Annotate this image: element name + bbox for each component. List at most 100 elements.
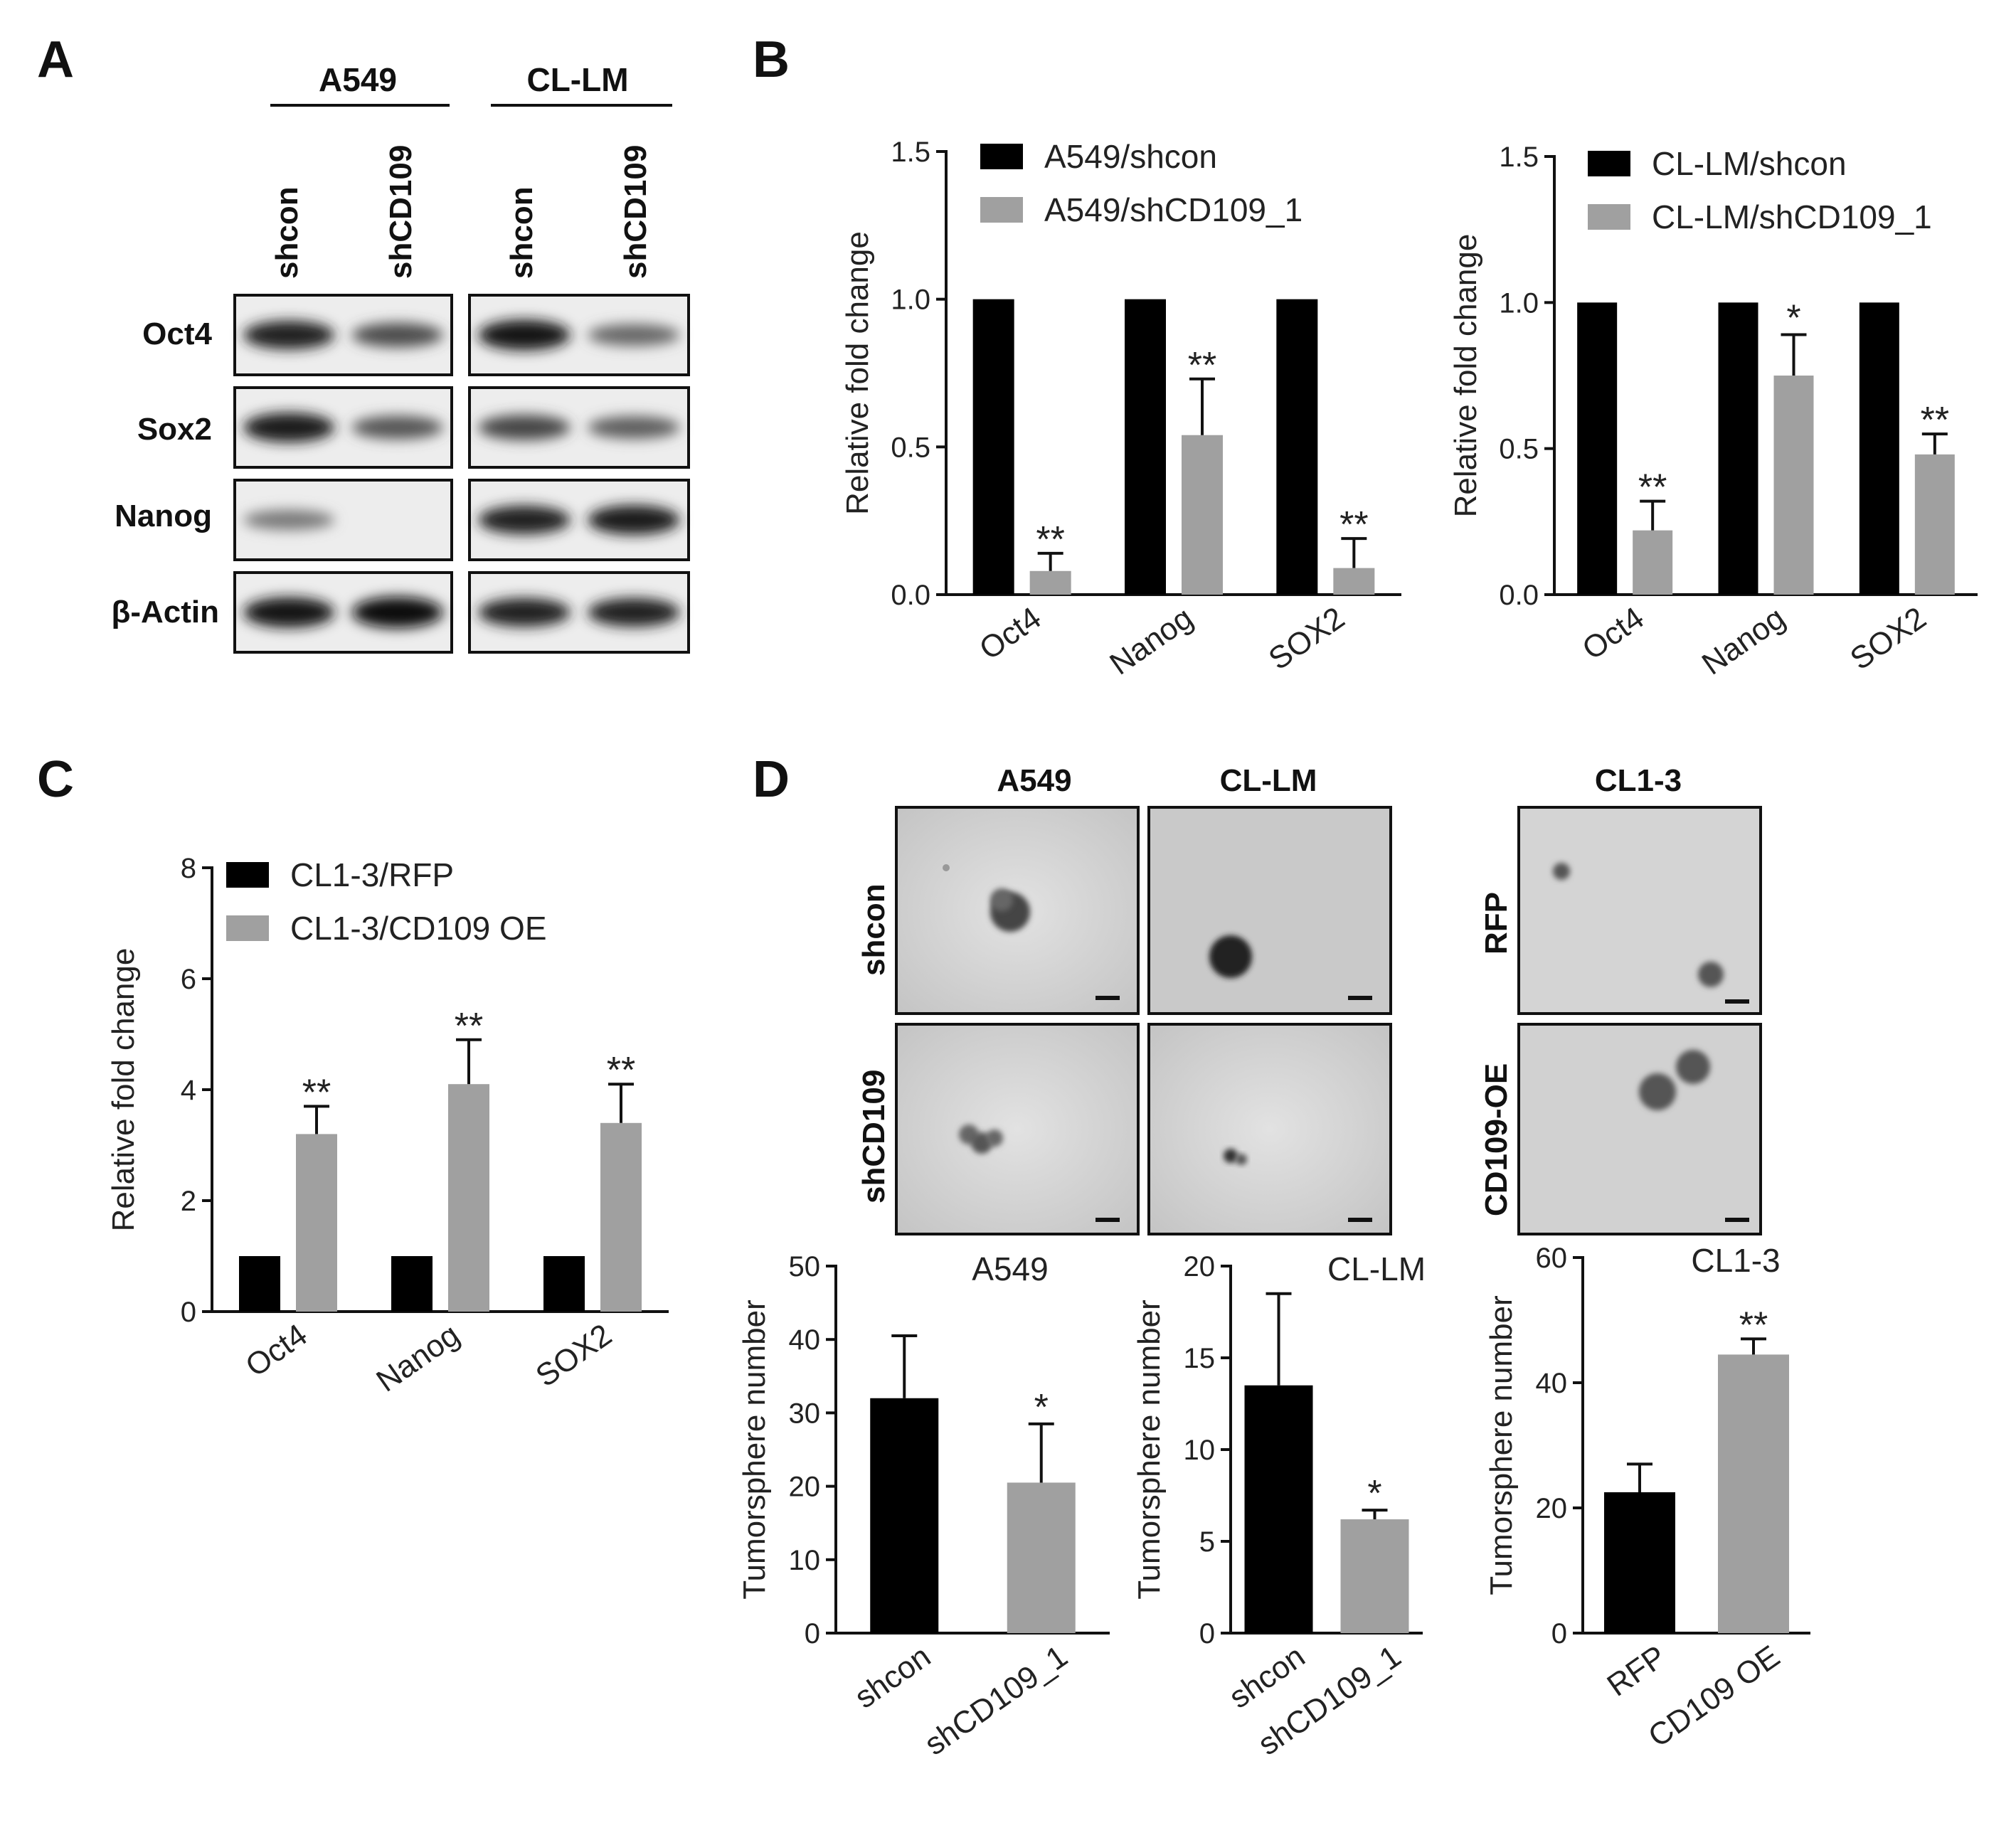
bar	[296, 1134, 337, 1312]
legend-entry: CL1-3/CD109 OE	[290, 910, 547, 947]
significance-label: **	[1188, 345, 1216, 386]
y-axis-label: Relative fold change	[840, 231, 875, 515]
y-tick-label: 1.0	[1499, 287, 1539, 319]
panel-letter-b: B	[753, 31, 790, 88]
micrograph-a549-shcon	[895, 806, 1140, 1015]
significance-label: *	[1786, 298, 1800, 339]
bar	[1604, 1492, 1675, 1633]
bar	[1633, 530, 1673, 595]
y-tick-label: 8	[181, 853, 196, 884]
blot-band	[243, 597, 335, 628]
bar	[600, 1122, 642, 1312]
category-label: shcon	[849, 1639, 937, 1715]
y-tick-label: 20	[1536, 1493, 1568, 1524]
bar	[448, 1084, 489, 1312]
y-tick-label: 15	[1184, 1343, 1216, 1374]
bar	[870, 1398, 939, 1633]
blot-lane-label: shcon	[504, 186, 539, 279]
legend-entry: CL-LM/shCD109_1	[1652, 198, 1932, 235]
chart-b-right: 0.0 0.5 1.0 1.5 Relative fold change ** Oct4 * N…	[1448, 142, 1978, 682]
bar	[391, 1256, 433, 1312]
panel-letter-c: C	[37, 751, 74, 808]
y-axis-label: Tumorsphere number	[737, 1300, 772, 1599]
micrograph-cllm-shcon	[1147, 806, 1392, 1015]
blot-band	[588, 324, 680, 346]
chart-d-a549: 0 10 20 30 40 50 Tumorsphere number A549 shcon * s…	[737, 1250, 1110, 1762]
significance-label: **	[302, 1072, 331, 1113]
y-tick-label: 60	[1536, 1243, 1568, 1274]
blot-group-a549: A549	[319, 61, 397, 98]
western-blot: A549 CL-LM shcon shCD109 shcon shCD109 O…	[111, 61, 690, 654]
legend-swatch	[1588, 151, 1630, 176]
bar	[1125, 299, 1166, 595]
y-tick-label: 0	[805, 1618, 820, 1649]
category-label: RFP	[1601, 1639, 1672, 1704]
bar	[1718, 1354, 1789, 1633]
legend-entry: A549/shCD109_1	[1044, 191, 1303, 228]
blot-row-label: Sox2	[137, 412, 212, 447]
category-label: Nanog	[1103, 600, 1199, 682]
blot-band	[588, 597, 680, 627]
y-tick-label: 1.0	[891, 285, 930, 316]
y-tick-label: 6	[181, 964, 196, 995]
legend-swatch	[226, 862, 269, 888]
y-tick-label: 0	[1199, 1618, 1215, 1649]
y-tick-label: 0.5	[891, 432, 930, 463]
blot-row-label: Nanog	[115, 499, 212, 533]
chart-title: A549	[972, 1250, 1048, 1287]
blot-band	[351, 597, 443, 628]
category-label: SOX2	[529, 1317, 617, 1393]
category-label: SOX2	[1263, 600, 1351, 676]
micrograph-cllm-shcd109	[1147, 1023, 1392, 1235]
category-label: shCD109_1	[918, 1639, 1073, 1762]
significance-label: **	[1921, 400, 1949, 441]
blot-band	[478, 319, 571, 351]
image-column-label-cl13: CL1-3	[1595, 763, 1682, 798]
y-tick-label: 40	[1536, 1368, 1568, 1399]
category-label: Oct4	[973, 600, 1047, 666]
chart-title: CL-LM	[1327, 1250, 1426, 1287]
bar	[1333, 568, 1375, 595]
bar	[1773, 376, 1814, 595]
tumorsphere-images: A549 CL-LM CL1-3 shcon shCD109 RFP CD109…	[856, 763, 1762, 1235]
blot-lane-label: shCD109	[618, 145, 653, 279]
image-column-label-cllm: CL-LM	[1220, 763, 1317, 798]
category-label: SOX2	[1844, 600, 1932, 676]
blot-band	[351, 322, 443, 348]
significance-label: **	[1638, 467, 1667, 509]
y-tick-label: 10	[789, 1545, 821, 1576]
image-row-label-shcd109: shCD109	[856, 1070, 891, 1203]
legend-entry: CL-LM/shcon	[1652, 145, 1847, 182]
bar	[1914, 454, 1955, 595]
significance-label: **	[607, 1050, 635, 1091]
blot-box	[233, 479, 453, 561]
blot-row-label: β-Actin	[111, 595, 219, 629]
y-tick-label: 0.0	[1499, 580, 1539, 611]
y-tick-label: 4	[181, 1075, 196, 1106]
significance-label: *	[1034, 1387, 1049, 1428]
y-axis-label: Relative fold change	[106, 948, 141, 1232]
y-tick-label: 2	[181, 1186, 196, 1217]
blot-band	[478, 415, 571, 440]
chart-c: 0 2 4 6 8 Relative fold change ** Oct4 ** Nanog **…	[106, 853, 669, 1399]
y-tick-label: 0	[181, 1297, 196, 1328]
bar	[1577, 302, 1618, 595]
blot-band	[243, 413, 335, 442]
y-tick-label: 20	[1184, 1251, 1216, 1282]
category-label: Oct4	[1576, 600, 1650, 666]
image-row-label-rfp: RFP	[1479, 892, 1514, 955]
chart-title: CL1-3	[1691, 1242, 1780, 1279]
bar	[1244, 1385, 1313, 1633]
significance-label: **	[455, 1006, 483, 1047]
y-tick-label: 30	[789, 1398, 821, 1429]
blot-band	[243, 320, 335, 350]
legend-swatch	[980, 197, 1023, 223]
blot-lane-label: shcon	[270, 186, 304, 279]
y-tick-label: 20	[789, 1472, 821, 1503]
category-label: Nanog	[370, 1317, 465, 1399]
legend-entry: CL1-3/RFP	[290, 856, 454, 893]
micrograph-a549-shcd109	[895, 1023, 1140, 1235]
